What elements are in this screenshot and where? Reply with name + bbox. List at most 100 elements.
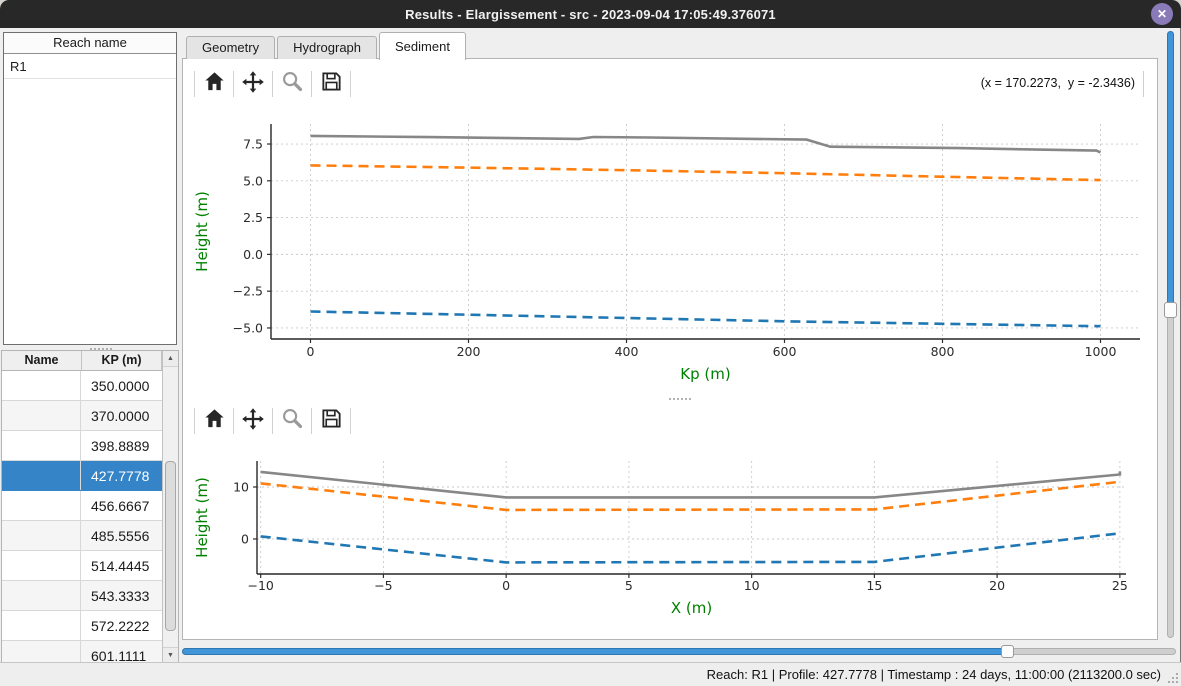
kp-profile-figure[interactable]: 0 200 400 600 800 1000 7.5 5.0 2.5 0.0 −2.5 −5.0 Kp … [185,109,1150,401]
bottom-plot-toolbar [193,405,352,437]
tab-hydrograph[interactable]: Hydrograph [277,36,378,59]
cell-kp[interactable]: 572.2222 [91,618,150,634]
zoom-icon [281,70,304,98]
profile-table-row[interactable]: 398.8889 [2,431,162,461]
titlebar[interactable]: Results - Elargissement - src - 2023-09-… [0,0,1181,28]
profile-table-row[interactable]: 485.5556 [2,521,162,551]
scroll-up-button[interactable]: ▲ [163,351,178,367]
series-dashed-blue-bottom-level [260,532,1121,564]
scroll-down-button[interactable]: ▼ [163,647,178,663]
toolbar-separator [272,408,273,434]
svg-text:10: 10 [233,480,249,495]
save-icon [320,70,343,98]
zoom-button[interactable] [274,69,310,99]
profile-table: Name KP (m) 350.0000 370.0000 398.8889 427.… [1,350,179,663]
close-button[interactable]: ✕ [1151,3,1173,25]
sidebar-splitter-handle[interactable] [0,346,181,351]
home-button[interactable] [196,69,232,99]
series-dashed-orange-mid-level [310,164,1101,182]
resize-grip[interactable] [1176,681,1178,683]
save-button[interactable] [313,406,349,436]
profile-table-row[interactable]: 350.0000 [2,371,162,401]
home-icon [203,70,226,98]
reach-list: Reach name R1 [3,32,177,345]
cell-name[interactable] [2,521,81,550]
toolbar-separator [350,408,351,434]
profile-table-row[interactable]: 514.4445 [2,551,162,581]
tab-geometry[interactable]: Geometry [186,36,276,59]
figure-splitter-handle[interactable] [183,396,1157,402]
pan-button[interactable] [235,406,271,436]
timestamp-slider[interactable] [182,645,1176,658]
profile-slider-handle[interactable] [1164,302,1177,319]
toolbar-separator [194,71,195,97]
home-button[interactable] [196,406,232,436]
profile-table-row[interactable]: 572.2222 [2,611,162,641]
sidebar: Reach name R1 Name KP (m) 350.0000 370.00… [0,28,181,663]
cell-name[interactable] [2,581,81,610]
save-icon [320,407,343,435]
svg-text:−10: −10 [247,578,273,593]
save-button[interactable] [313,69,349,99]
close-icon: ✕ [1156,7,1168,21]
svg-text:5.0: 5.0 [243,173,263,188]
table-scrollbar[interactable]: ▲ ▼ [162,351,178,663]
cell-name[interactable] [2,551,81,580]
table-scrollbar-thumb[interactable] [165,461,176,631]
svg-text:400: 400 [615,344,639,359]
timestamp-slider-handle[interactable] [1001,645,1015,658]
svg-text:1000: 1000 [1085,344,1117,359]
cell-kp[interactable]: 514.4445 [91,558,150,574]
series-dashed-orange-mid-level [260,480,1121,512]
toolbar-separator [233,408,234,434]
cross-section-figure[interactable]: −10 −5 0 5 10 15 20 25 10 0 X (m) Height (m) [185,439,1150,637]
profile-table-row[interactable]: 601.1111 [2,641,162,663]
svg-text:25: 25 [1112,578,1128,593]
scroll-down-icon: ▼ [167,652,174,659]
cell-kp[interactable]: 456.6667 [91,498,150,514]
tab-sediment[interactable]: Sediment [379,32,466,60]
cell-kp[interactable]: 485.5556 [91,528,150,544]
cell-name[interactable] [2,371,81,400]
cell-kp[interactable]: 350.0000 [91,378,150,394]
svg-text:0: 0 [307,344,315,359]
zoom-icon [281,407,304,435]
cell-name[interactable] [2,401,81,430]
profile-slider[interactable] [1162,31,1180,638]
cell-name[interactable] [2,491,81,520]
cell-kp[interactable]: 427.7778 [91,468,150,484]
zoom-button[interactable] [274,406,310,436]
splitter-dots-icon [89,347,92,350]
svg-text:0: 0 [241,532,249,547]
column-header-kp[interactable]: KP (m) [82,351,162,371]
svg-text:15: 15 [866,578,882,593]
cell-kp[interactable]: 601.1111 [91,648,147,663]
profile-table-row[interactable]: 456.6667 [2,491,162,521]
toolbar-separator [194,408,195,434]
profile-table-row[interactable]: 427.7778 [2,461,162,491]
toolbar-separator [233,71,234,97]
svg-text:−5: −5 [374,578,392,593]
reach-item[interactable]: R1 [4,54,176,79]
pan-button[interactable] [235,69,271,99]
profile-table-row[interactable]: 543.3333 [2,581,162,611]
top-plot-toolbar [193,68,352,100]
cell-name[interactable] [2,611,81,640]
cell-name[interactable] [2,641,81,663]
cell-kp[interactable]: 398.8889 [91,438,150,454]
svg-text:0: 0 [502,578,510,593]
toolbar-separator [1143,71,1144,97]
cell-kp[interactable]: 370.0000 [91,408,150,424]
profile-table-row[interactable]: 370.0000 [2,401,162,431]
svg-text:5: 5 [625,578,633,593]
cell-name[interactable] [2,431,81,460]
svg-text:200: 200 [457,344,481,359]
reach-items: R1 [4,54,176,79]
column-header-name[interactable]: Name [2,351,82,371]
cell-name[interactable] [2,461,81,490]
x-axis-label: Kp (m) [680,365,730,383]
y-axis-label: Height (m) [193,191,211,272]
cell-kp[interactable]: 543.3333 [91,588,150,604]
series-solid-gray-top-level [310,134,1102,154]
